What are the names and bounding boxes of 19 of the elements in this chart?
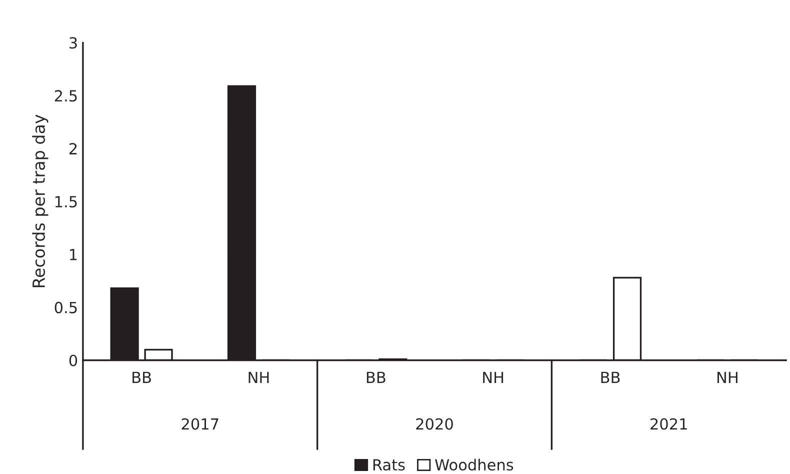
- y-tick-label: 0: [69, 354, 78, 366]
- x-tick-label: NH: [248, 372, 269, 383]
- y-tick-label: 3: [70, 37, 77, 49]
- legend-label: Rats: [373, 459, 405, 471]
- y-tick-label: 2.5: [54, 90, 77, 102]
- y-tick-label: 1.5: [55, 196, 77, 208]
- y-tick-label: 1: [70, 249, 77, 260]
- x-tick-label: BB: [601, 372, 620, 383]
- x-tick-label: BB: [366, 372, 386, 383]
- text: 2020: [416, 418, 453, 430]
- x-tick-label: NH: [483, 372, 504, 383]
- y-tick-label: 2: [69, 142, 77, 154]
- y-tick-label: 0.5: [54, 302, 77, 314]
- text: 2017: [182, 418, 218, 430]
- legend-label: Woodhens: [435, 458, 514, 471]
- x-tick-label: BB: [132, 372, 151, 383]
- y-axis-title: Records per trap day: [32, 114, 48, 288]
- text: 2021: [650, 418, 687, 430]
- x-tick-label: NH: [718, 372, 738, 383]
